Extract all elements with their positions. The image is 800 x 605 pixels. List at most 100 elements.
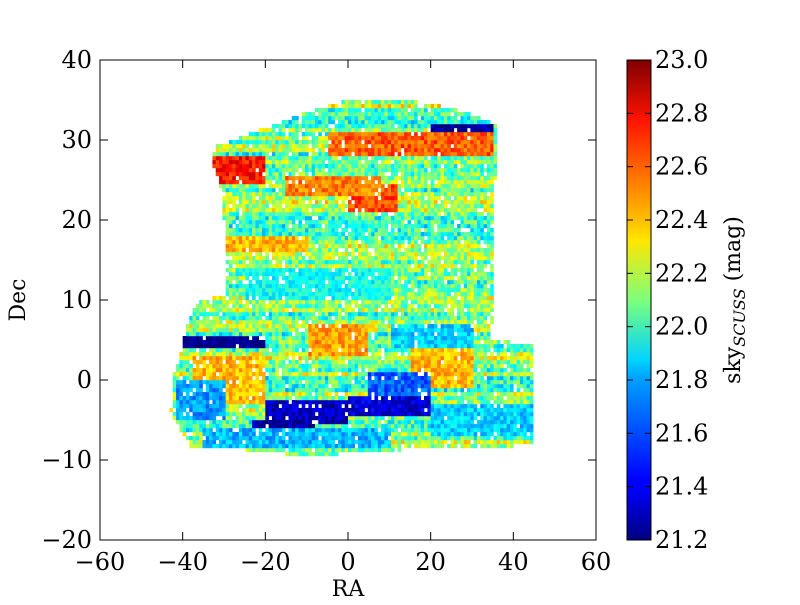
heat-cell	[291, 424, 296, 429]
heat-cell	[417, 316, 422, 321]
heat-cell	[268, 236, 273, 241]
heat-cell	[176, 404, 180, 409]
heat-cell	[424, 256, 428, 261]
heat-cell	[453, 360, 458, 365]
heat-cell	[255, 348, 260, 353]
heat-cell	[447, 388, 451, 393]
heat-cell	[298, 296, 303, 301]
heat-cell	[357, 384, 362, 389]
heat-cell	[215, 436, 220, 441]
heat-cell	[394, 236, 398, 241]
heat-cell	[397, 400, 402, 405]
heat-cell	[470, 276, 474, 281]
heat-cell	[486, 252, 491, 257]
heat-cell	[433, 348, 438, 353]
heat-cell	[490, 228, 494, 233]
heat-cell	[242, 304, 246, 309]
heat-cell	[433, 412, 438, 417]
heat-cell	[390, 276, 395, 281]
heat-cell	[414, 232, 418, 237]
heat-cell	[298, 388, 303, 393]
heat-cell	[476, 268, 481, 273]
heat-cell	[281, 344, 286, 349]
heat-cell	[344, 260, 349, 265]
heat-cell	[271, 280, 276, 285]
heat-cell	[400, 360, 405, 365]
heat-cell	[417, 424, 422, 429]
heat-cell	[447, 228, 451, 233]
heat-cell	[367, 368, 372, 373]
heat-cell	[308, 268, 312, 273]
heat-cell	[496, 412, 501, 417]
heat-cell	[298, 312, 303, 317]
heat-cell	[480, 316, 484, 321]
heat-cell	[351, 348, 355, 353]
heat-cell	[235, 224, 240, 229]
heat-cell	[387, 248, 392, 253]
heat-cell	[523, 372, 527, 377]
heat-cell	[390, 272, 395, 277]
heat-cell	[470, 280, 474, 285]
heat-cell	[410, 380, 415, 385]
heat-cell	[225, 436, 230, 441]
heat-cell	[199, 336, 203, 341]
heat-cell	[265, 416, 269, 421]
heat-cell	[248, 240, 253, 245]
heat-cell	[305, 380, 309, 385]
heat-cell	[490, 296, 494, 301]
heat-cell	[463, 236, 468, 241]
heat-cell	[328, 352, 332, 357]
heat-cell	[185, 424, 190, 429]
heat-cell	[516, 368, 521, 373]
heat-cell	[202, 348, 207, 353]
heat-cell	[407, 400, 412, 405]
heat-cell	[361, 396, 365, 401]
heat-cell	[301, 316, 306, 321]
heat-cell	[447, 400, 451, 405]
heat-cell	[447, 408, 451, 413]
heat-cell	[281, 368, 286, 373]
heat-cell	[189, 444, 193, 449]
heat-cell	[453, 288, 458, 293]
heat-cell	[467, 284, 471, 289]
heat-cell	[443, 316, 448, 321]
heat-cell	[463, 284, 468, 289]
heat-cell	[285, 316, 289, 321]
heat-cell	[305, 260, 309, 265]
heat-cell	[519, 436, 524, 441]
heat-cell	[490, 248, 494, 253]
heat-cell	[414, 396, 418, 401]
heat-cell	[410, 340, 415, 345]
heat-cell	[232, 388, 236, 393]
heat-cell	[354, 264, 359, 269]
heat-cell	[387, 432, 392, 437]
heat-cell	[384, 376, 388, 381]
heat-cell	[275, 436, 279, 441]
heat-cell	[357, 256, 362, 261]
heat-cell	[394, 412, 398, 417]
heat-cell	[318, 276, 322, 281]
heat-cell	[384, 368, 388, 373]
heat-cell	[192, 340, 197, 345]
heat-cell	[404, 328, 408, 333]
heat-cell	[265, 272, 269, 277]
heat-cell	[410, 332, 415, 337]
heat-cell	[271, 232, 276, 237]
heat-cell	[453, 320, 458, 325]
heat-cell	[460, 376, 465, 381]
heat-cell	[351, 316, 355, 321]
heat-cell	[374, 276, 379, 281]
heat-cell	[334, 316, 339, 321]
heat-cell	[285, 348, 289, 353]
heat-cell	[341, 448, 345, 453]
heat-cell	[519, 372, 524, 377]
heat-cell	[457, 300, 461, 305]
heat-cell	[248, 380, 253, 385]
heat-cell	[394, 292, 398, 297]
heat-cell	[219, 360, 223, 365]
heat-cell	[285, 308, 289, 313]
heat-cell	[433, 444, 438, 449]
heat-cell	[185, 328, 190, 333]
heat-cell	[242, 232, 246, 237]
heat-cell	[281, 380, 286, 385]
